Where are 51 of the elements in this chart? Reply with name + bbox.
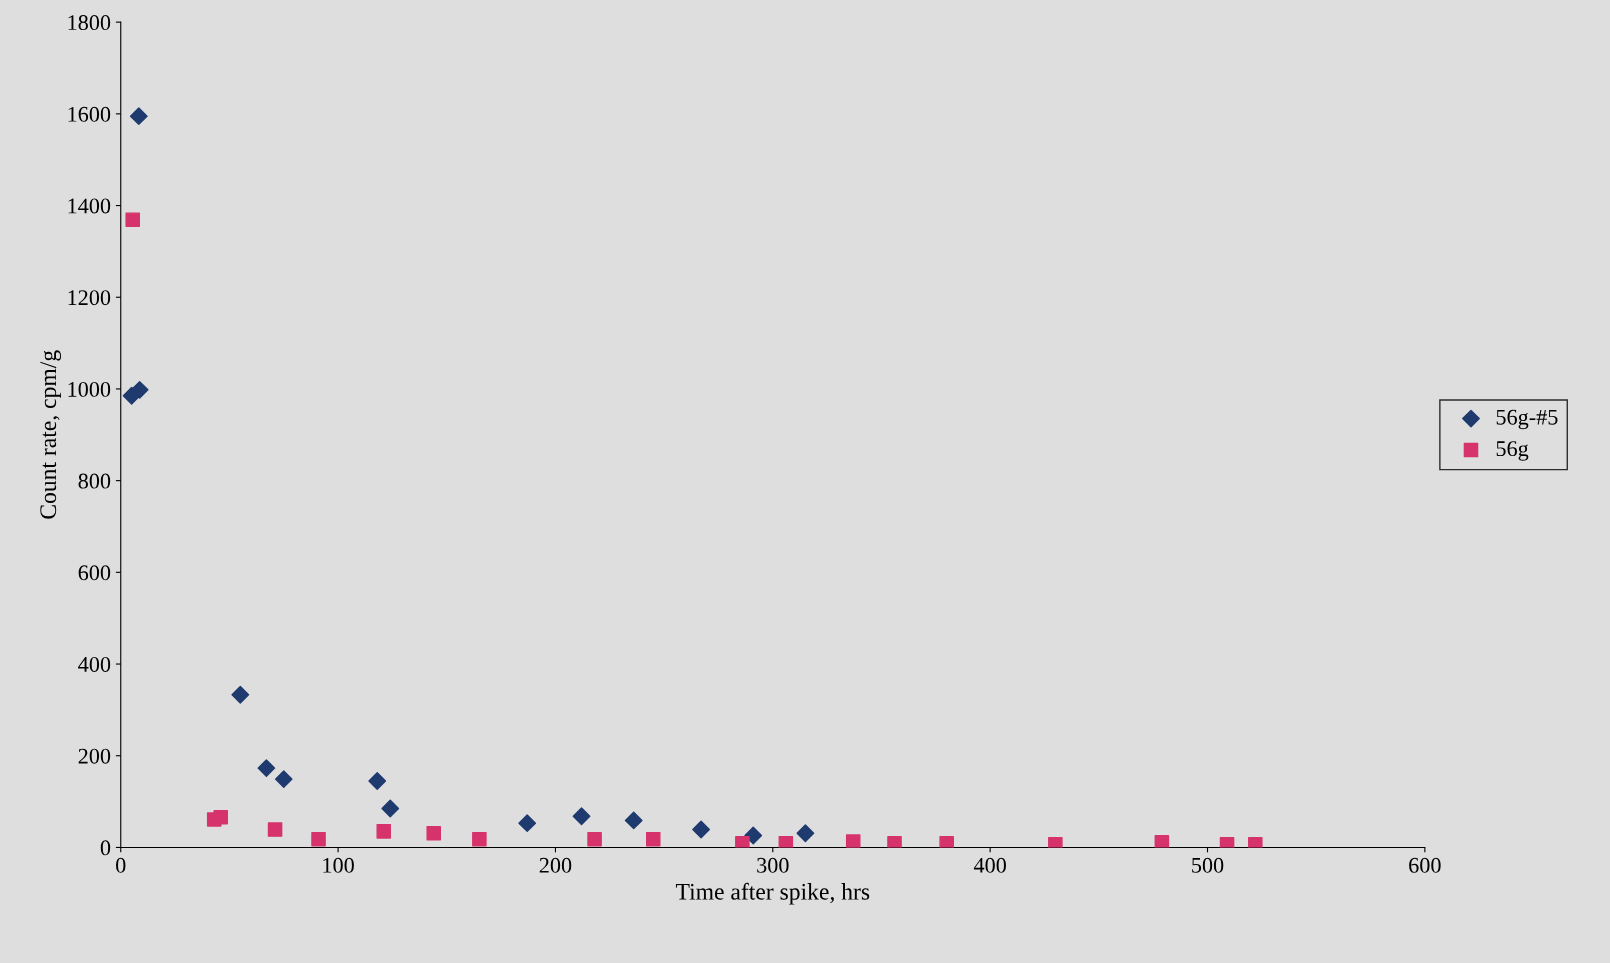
x-tick-label: 300 — [757, 857, 789, 873]
point — [645, 831, 661, 847]
point — [231, 685, 250, 704]
y-tick-label: 200 — [78, 748, 111, 764]
y-tick-label: 1000 — [68, 381, 111, 397]
x-tick-label: 400 — [973, 857, 1006, 873]
point — [518, 814, 537, 833]
y-tick-label: 600 — [78, 565, 111, 581]
point — [129, 107, 148, 126]
point — [624, 811, 643, 830]
y-tick-label: 1600 — [68, 106, 111, 122]
x-axis-title: Time after spike, hrs — [675, 882, 870, 905]
point — [845, 834, 861, 848]
y-tick-label: 800 — [78, 473, 111, 489]
legend-label: 56g — [1496, 441, 1529, 461]
point — [692, 820, 710, 839]
point — [572, 807, 591, 826]
point — [778, 836, 794, 848]
point — [257, 759, 276, 778]
point — [1248, 836, 1263, 848]
y-axis-title: Count rate, cpm/g — [40, 350, 62, 519]
y-tick-label: 400 — [78, 656, 111, 672]
x-tick-label: 0 — [116, 857, 126, 873]
point — [735, 836, 750, 848]
point — [267, 822, 283, 837]
y-tick-label: 0 — [100, 840, 111, 856]
x-tick-label: 500 — [1192, 857, 1224, 873]
legend-label: 56g-#5 — [1496, 409, 1558, 430]
x-tick-label: 200 — [539, 857, 572, 873]
point — [887, 836, 902, 848]
point — [213, 809, 229, 825]
point — [368, 772, 387, 790]
point — [1048, 836, 1063, 848]
y-tick-label: 1800 — [68, 15, 111, 31]
point — [1154, 835, 1170, 848]
point — [274, 770, 293, 789]
point — [587, 831, 602, 847]
point — [130, 380, 149, 399]
point — [796, 824, 815, 843]
point — [381, 799, 400, 818]
y-tick-label: 1200 — [68, 290, 111, 306]
x-tick-label: 600 — [1409, 857, 1441, 873]
point — [125, 212, 140, 228]
point — [426, 825, 442, 841]
point — [376, 824, 392, 839]
y-tick-label: 1400 — [68, 198, 111, 214]
point — [311, 831, 326, 847]
point — [1219, 836, 1235, 848]
point — [939, 836, 954, 848]
point — [472, 831, 487, 847]
x-tick-label: 100 — [323, 857, 354, 873]
